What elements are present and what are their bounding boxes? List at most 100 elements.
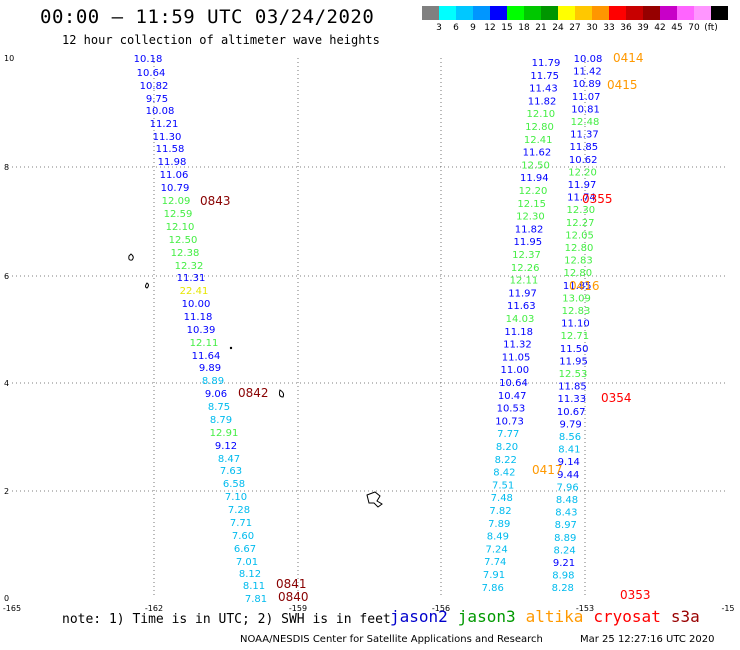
wave-height-value: 6.58 <box>223 479 245 490</box>
wave-height-value: 12.80 <box>565 243 594 254</box>
wave-height-value: 11.62 <box>523 148 552 159</box>
wave-height-value: 9.75 <box>146 94 168 105</box>
island-shape <box>278 389 285 398</box>
color-scale-label: 39 <box>637 23 649 33</box>
wave-height-value: 11.79 <box>532 58 561 69</box>
wave-height-value: 12.48 <box>571 117 600 128</box>
wave-height-value: 8.47 <box>218 454 240 465</box>
wave-height-value: 11.95 <box>559 356 588 367</box>
wave-height-value: 11.85 <box>563 281 592 292</box>
wave-height-value: 12.27 <box>566 218 595 229</box>
color-scale-label: 24 <box>552 23 564 33</box>
color-swatch <box>694 6 711 20</box>
wave-height-value: 11.30 <box>153 132 182 143</box>
wave-height-value: 12.05 <box>565 230 594 241</box>
wave-height-value: 9.44 <box>557 470 579 481</box>
y-tick-label: 8 <box>4 163 9 172</box>
color-scale-label: 30 <box>586 23 598 33</box>
x-tick-label: -165 <box>3 604 21 613</box>
island-outlines <box>128 253 383 508</box>
y-tick-label: 10 <box>4 54 14 63</box>
color-swatch <box>711 6 728 20</box>
wave-height-value: 11.33 <box>557 394 586 405</box>
pass-time-label: 0417 <box>532 463 563 477</box>
wave-height-value: 8.79 <box>210 415 232 426</box>
wave-height-value: 10.53 <box>497 404 526 415</box>
color-swatch <box>541 6 558 20</box>
satellite-legend-entry: jason3 <box>457 607 516 626</box>
wave-height-value: 12.20 <box>519 186 548 197</box>
color-swatch <box>592 6 609 20</box>
color-swatch <box>456 6 473 20</box>
wave-height-value: 7.89 <box>488 519 510 530</box>
wave-height-value: 7.60 <box>232 531 254 542</box>
wave-height-value: 7.74 <box>484 557 506 568</box>
wave-height-value: 11.32 <box>503 340 532 351</box>
color-swatch <box>575 6 592 20</box>
wave-height-value: 10.62 <box>569 155 598 166</box>
color-swatch <box>490 6 507 20</box>
wave-height-value: 22.41 <box>180 286 209 297</box>
wave-height-value: 10.73 <box>495 416 524 427</box>
wave-height-value: 8.56 <box>559 432 581 443</box>
wave-height-value: 11.64 <box>192 351 221 362</box>
wave-height-value: 12.37 <box>512 250 541 261</box>
wave-height-value: 7.96 <box>556 482 578 493</box>
wave-height-value: 11.00 <box>500 365 529 376</box>
wave-height-value: 7.77 <box>497 429 519 440</box>
x-tick-label: -15 <box>721 604 734 613</box>
satellite-legend-entry: cryosat <box>593 607 661 626</box>
wave-height-value: 12.71 <box>560 331 589 342</box>
wave-height-value: 11.85 <box>569 142 598 153</box>
wave-height-value: 11.05 <box>502 352 531 363</box>
x-tick-label: -162 <box>145 604 163 613</box>
color-swatch <box>439 6 456 20</box>
color-swatch <box>524 6 541 20</box>
wave-height-value: 11.82 <box>528 96 557 107</box>
wave-height-value: 8.98 <box>552 571 574 582</box>
color-scale-labels: 3 6 9 12 15 18 21 24 27 30 33 36 39 42 45 70 (ft) <box>422 23 740 35</box>
color-swatch <box>643 6 660 20</box>
wave-height-value: 7.10 <box>225 492 247 503</box>
wave-height-value: 8.89 <box>554 533 576 544</box>
wave-height-value: 8.11 <box>243 581 265 592</box>
wave-height-value: 11.07 <box>572 92 601 103</box>
wave-height-value: 11.95 <box>513 237 542 248</box>
wave-height-value: 7.24 <box>485 544 507 555</box>
wave-height-value: 10.64 <box>499 378 528 389</box>
wave-height-value: 7.51 <box>492 480 514 491</box>
wave-height-value: 8.24 <box>553 545 575 556</box>
wave-height-value: 11.31 <box>177 273 206 284</box>
generated-timestamp: Mar 25 12:27:16 UTC 2020 <box>580 634 715 645</box>
wave-height-value: 10.79 <box>161 183 190 194</box>
color-scale-label: 36 <box>620 23 632 33</box>
x-tick-label: -153 <box>576 604 594 613</box>
wave-height-value: 10.39 <box>187 325 216 336</box>
credit-line: NOAA/NESDIS Center for Satellite Applica… <box>240 634 543 645</box>
color-swatch <box>626 6 643 20</box>
pass-time-label: 0842 <box>238 386 269 400</box>
wave-height-value: 7.01 <box>236 557 258 568</box>
color-scale-label: (ft) <box>704 23 718 33</box>
wave-height-value: 12.32 <box>175 261 204 272</box>
wave-height-value: 11.21 <box>150 119 179 130</box>
wave-height-value: 8.49 <box>487 532 509 543</box>
map-grid <box>12 58 728 598</box>
wave-height-value: 8.48 <box>556 495 578 506</box>
color-swatch <box>558 6 575 20</box>
wave-height-value: 10.47 <box>498 391 527 402</box>
wave-height-value: 12.10 <box>526 109 555 120</box>
wave-height-value: 7.71 <box>230 518 252 529</box>
wave-height-value: 11.97 <box>508 288 537 299</box>
wave-height-value: 8.97 <box>555 520 577 531</box>
wave-height-value: 10.00 <box>182 299 211 310</box>
island-shape <box>128 253 134 261</box>
wave-height-value: 12.41 <box>524 135 553 146</box>
color-scale-label: 70 <box>688 23 700 33</box>
color-scale-label: 33 <box>603 23 615 33</box>
page-title: 00:00 – 11:59 UTC 03/24/2020 <box>40 6 375 28</box>
color-scale-label: 21 <box>535 23 547 33</box>
wave-height-value: 8.75 <box>208 402 230 413</box>
wave-height-value: 11.18 <box>504 327 533 338</box>
